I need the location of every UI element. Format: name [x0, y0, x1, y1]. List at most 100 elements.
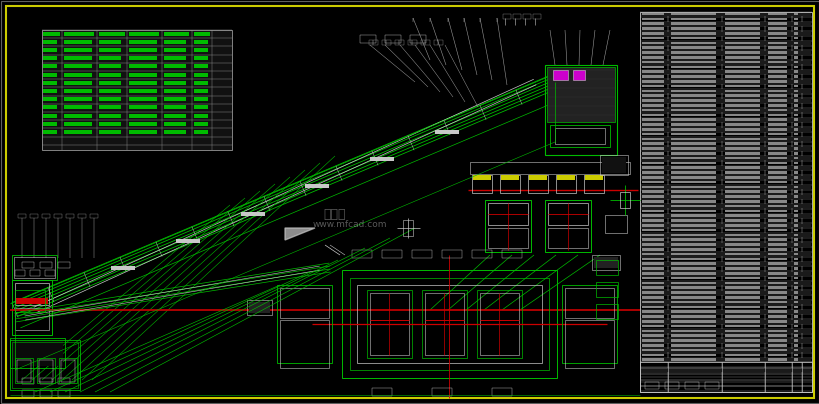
Bar — [164, 97, 186, 101]
Bar — [793, 142, 797, 145]
Bar — [767, 42, 786, 44]
Bar — [43, 89, 57, 93]
Bar — [670, 210, 715, 212]
Bar — [724, 253, 759, 255]
Bar — [528, 175, 546, 180]
Bar — [129, 48, 156, 52]
Bar — [670, 51, 715, 54]
Bar — [194, 89, 208, 93]
Bar — [767, 354, 786, 356]
Bar — [724, 37, 759, 40]
Bar — [641, 200, 663, 203]
Bar — [767, 344, 786, 347]
Bar — [641, 238, 663, 241]
Bar — [670, 272, 715, 275]
Bar — [724, 22, 759, 25]
Bar — [484, 200, 531, 252]
Bar — [382, 250, 401, 258]
Bar — [724, 286, 759, 289]
Bar — [724, 18, 759, 20]
Bar — [724, 267, 759, 270]
Bar — [640, 358, 810, 362]
Bar — [99, 122, 121, 126]
Bar — [793, 339, 797, 342]
Bar — [767, 85, 786, 87]
Bar — [40, 378, 52, 384]
Bar — [641, 85, 663, 87]
Bar — [704, 382, 718, 389]
Bar — [724, 70, 759, 73]
Bar — [641, 224, 663, 227]
Bar — [724, 176, 759, 179]
Bar — [640, 176, 810, 179]
Bar — [30, 214, 38, 218]
Bar — [641, 109, 663, 112]
Bar — [595, 260, 618, 275]
Bar — [641, 147, 663, 150]
Bar — [641, 286, 663, 289]
Bar — [64, 40, 92, 44]
Bar — [43, 56, 57, 60]
Bar — [793, 238, 797, 241]
Bar — [99, 32, 124, 36]
Bar — [350, 278, 549, 370]
Bar — [12, 342, 78, 388]
Bar — [564, 288, 613, 318]
Bar — [670, 267, 715, 270]
Bar — [641, 339, 663, 342]
Bar — [351, 250, 372, 258]
Bar — [641, 229, 663, 231]
Bar — [767, 133, 786, 135]
Bar — [724, 46, 759, 49]
Bar — [724, 301, 759, 303]
Bar — [59, 358, 77, 383]
Bar — [641, 344, 663, 347]
Bar — [99, 64, 121, 68]
Bar — [724, 315, 759, 318]
Bar — [767, 243, 786, 246]
Bar — [164, 89, 186, 93]
Bar — [640, 99, 810, 103]
Bar — [724, 166, 759, 169]
Bar — [42, 214, 50, 218]
Bar — [604, 215, 627, 233]
Bar — [64, 114, 92, 118]
Bar — [641, 243, 663, 246]
Bar — [767, 219, 786, 222]
Bar — [724, 27, 759, 30]
Bar — [513, 14, 520, 19]
Bar — [670, 27, 715, 30]
Bar — [175, 239, 200, 243]
Bar — [724, 80, 759, 83]
Bar — [724, 95, 759, 97]
Text: www.mfcad.com: www.mfcad.com — [312, 221, 387, 229]
Bar — [670, 142, 715, 145]
Bar — [30, 270, 40, 276]
Bar — [767, 258, 786, 260]
Bar — [724, 185, 759, 188]
Bar — [641, 128, 663, 130]
Bar — [793, 114, 797, 116]
Bar — [670, 128, 715, 130]
Bar — [793, 229, 797, 231]
Bar — [546, 67, 614, 122]
Bar — [641, 215, 663, 217]
Bar — [767, 296, 786, 299]
Bar — [641, 99, 663, 102]
Bar — [724, 234, 759, 236]
Bar — [487, 203, 527, 225]
Bar — [724, 32, 759, 35]
Bar — [724, 142, 759, 145]
Bar — [767, 109, 786, 112]
Bar — [64, 105, 92, 109]
Bar — [767, 95, 786, 97]
Bar — [793, 42, 797, 44]
Bar — [724, 339, 759, 342]
Bar — [767, 282, 786, 284]
Bar — [670, 56, 715, 59]
Bar — [793, 291, 797, 294]
Bar — [640, 195, 810, 199]
Text: 沐风网: 沐风网 — [324, 208, 346, 221]
Bar — [43, 105, 57, 109]
Bar — [64, 89, 92, 93]
